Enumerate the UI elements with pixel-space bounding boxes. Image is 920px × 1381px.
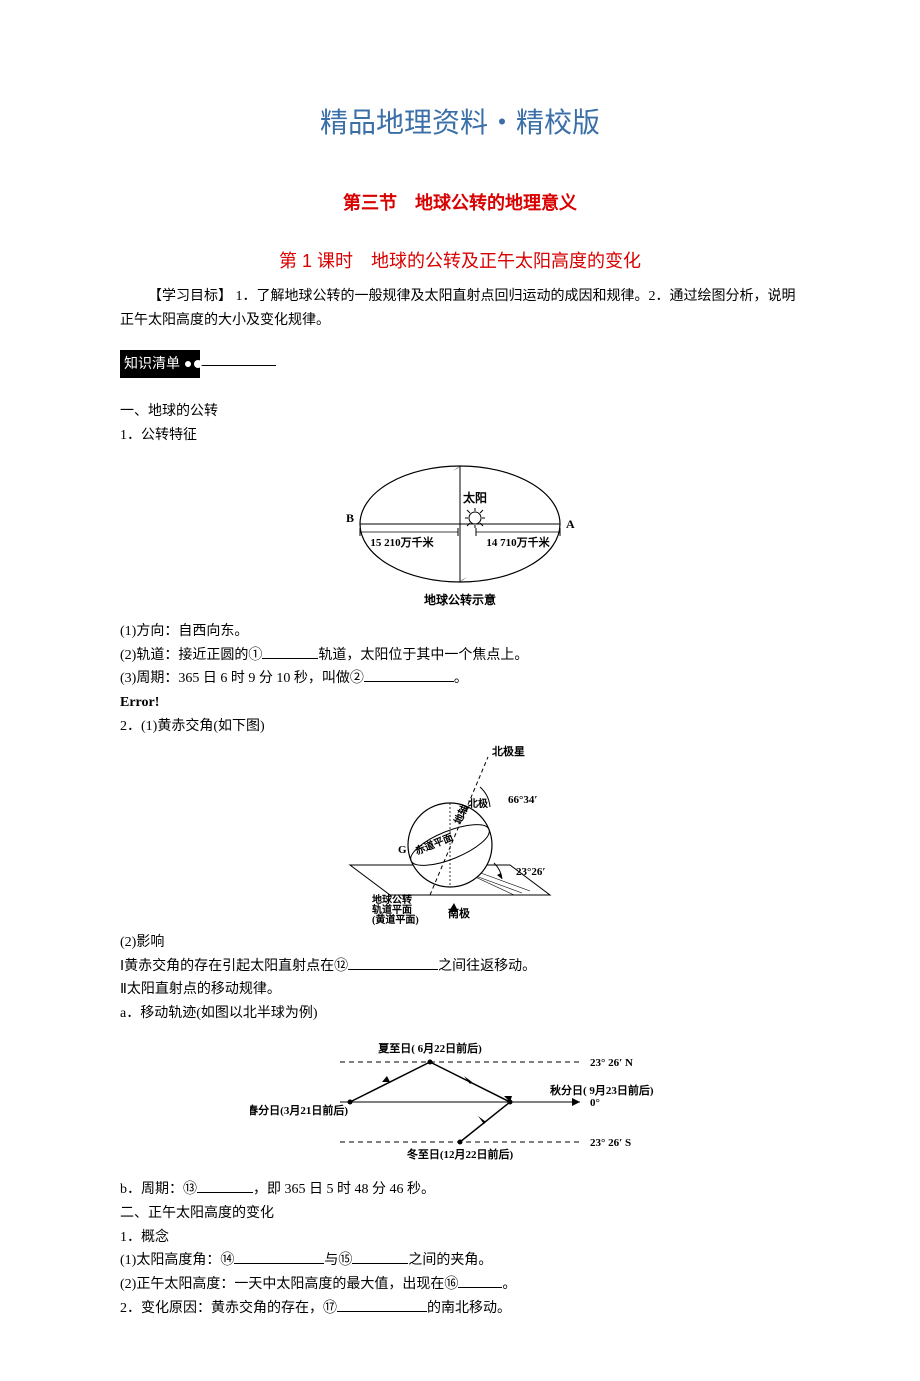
p1: (1)方向：自西向东。 — [120, 620, 800, 644]
svg-text:14 710万千米: 14 710万千米 — [486, 535, 550, 549]
heading-1-1: 1．公转特征 — [120, 424, 800, 448]
p10a: (1)太阳高度角：⑭ — [120, 1253, 234, 1268]
p4: 2．(1)黄赤交角(如下图) — [120, 715, 800, 739]
heading-1: 一、地球的公转 — [120, 400, 800, 424]
p11b: 。 — [502, 1277, 516, 1292]
svg-text:秋分日( 9月23日前后): 秋分日( 9月23日前后) — [550, 1083, 654, 1097]
svg-text:春分日(3月21日前后): 春分日(3月21日前后) — [250, 1103, 348, 1117]
blank-1[interactable] — [262, 644, 318, 659]
lesson-title: 第 1 课时 地球的公转及正午太阳高度的变化 — [120, 246, 800, 277]
p3b: 。 — [454, 671, 468, 686]
p9b: ，即 365 日 5 时 48 分 46 秒。 — [253, 1182, 435, 1197]
error-text: Error! — [120, 691, 800, 715]
p2a: (2)轨道：接近正圆的① — [120, 648, 262, 663]
svg-text:太阳: 太阳 — [463, 490, 487, 505]
p6a: Ⅰ黄赤交角的存在引起太阳直射点在⑫ — [120, 959, 348, 974]
p5: (2)影响 — [120, 931, 800, 955]
section-rule — [196, 365, 276, 366]
svg-text:(黄道平面): (黄道平面) — [372, 913, 419, 925]
svg-text:66°34′: 66°34′ — [508, 794, 538, 806]
section-tag-row: 知识清单 ● — [120, 332, 800, 392]
orbit-diagram: 太阳 B A 15 210万千米 14 710万千米 地球公转示意 — [340, 454, 580, 614]
p3: (3)周期：365 日 6 时 9 分 10 秒，叫做② 。 — [120, 667, 800, 691]
p12: 2．变化原因：黄赤交角的存在，⑰ 的南北移动。 — [120, 1297, 800, 1321]
p9: b．周期：⑬ ，即 365 日 5 时 48 分 46 秒。 — [120, 1178, 800, 1202]
blank-14[interactable] — [234, 1249, 324, 1264]
chapter-title: 第三节 地球公转的地理意义 — [120, 188, 800, 219]
blank-13[interactable] — [197, 1178, 253, 1193]
svg-text:地球公转示意: 地球公转示意 — [424, 592, 496, 607]
section-tag-label: 知识清单 — [124, 355, 180, 371]
p12b: 的南北移动。 — [427, 1301, 511, 1316]
track-diagram: 夏至日( 6月22日前后) 秋分日( 9月23日前后) 春分日(3月21日前后)… — [250, 1032, 670, 1172]
p12a: 2．变化原因：黄赤交角的存在，⑰ — [120, 1301, 337, 1316]
obliquity-diagram: 北极星 北极 地轴 赤道平面 G 66°34′ 23°26′ 地球公转 轨道平面… — [330, 745, 590, 925]
objectives-label: 【学习目标】 — [148, 289, 232, 304]
svg-text:北极星: 北极星 — [492, 745, 525, 758]
svg-text:23° 26′ S: 23° 26′ S — [590, 1137, 631, 1149]
objectives-paragraph: 【学习目标】 1．了解地球公转的一般规律及太阳直射点回归运动的成因和规律。2．通… — [120, 285, 800, 333]
blank-17[interactable] — [337, 1297, 427, 1312]
p9a: b．周期：⑬ — [120, 1182, 197, 1197]
blank-2[interactable] — [364, 667, 454, 682]
p6b: 之间往返移动。 — [438, 959, 536, 974]
p11: (2)正午太阳高度：一天中太阳高度的最大值，出现在⑯ 。 — [120, 1273, 800, 1297]
p8: a．移动轨迹(如图以北半球为例) — [120, 1002, 800, 1026]
blank-15[interactable] — [352, 1249, 408, 1264]
heading-2-1: 1．概念 — [120, 1226, 800, 1250]
p10: (1)太阳高度角：⑭ 与⑮ 之间的夹角。 — [120, 1249, 800, 1273]
p6: Ⅰ黄赤交角的存在引起太阳直射点在⑫ 之间往返移动。 — [120, 955, 800, 979]
svg-text:B: B — [346, 511, 354, 525]
svg-text:G: G — [398, 844, 407, 856]
p10b: 与⑮ — [324, 1253, 352, 1268]
p10c: 之间的夹角。 — [408, 1253, 492, 1268]
p11a: (2)正午太阳高度：一天中太阳高度的最大值，出现在⑯ — [120, 1277, 458, 1292]
p7: Ⅱ太阳直射点的移动规律。 — [120, 978, 800, 1002]
section-tag: 知识清单 ● — [120, 350, 200, 378]
heading-2: 二、正午太阳高度的变化 — [120, 1202, 800, 1226]
page-header: 精品地理资料・精校版 — [120, 100, 800, 148]
svg-text:23°26′: 23°26′ — [516, 866, 546, 878]
blank-12[interactable] — [348, 955, 438, 970]
svg-text:A: A — [566, 517, 575, 531]
blank-16[interactable] — [458, 1273, 502, 1288]
svg-text:冬至日(12月22日前后): 冬至日(12月22日前后) — [407, 1147, 514, 1161]
svg-text:23° 26′ N: 23° 26′ N — [590, 1057, 633, 1069]
p3a: (3)周期：365 日 6 时 9 分 10 秒，叫做② — [120, 671, 364, 686]
svg-text:15 210万千米: 15 210万千米 — [370, 535, 434, 549]
p2b: 轨道，太阳位于其中一个焦点上。 — [318, 648, 528, 663]
svg-text:北极: 北极 — [468, 797, 489, 810]
svg-text:夏至日( 6月22日前后): 夏至日( 6月22日前后) — [378, 1041, 482, 1055]
svg-text:0°: 0° — [590, 1097, 600, 1109]
p2: (2)轨道：接近正圆的① 轨道，太阳位于其中一个焦点上。 — [120, 644, 800, 668]
